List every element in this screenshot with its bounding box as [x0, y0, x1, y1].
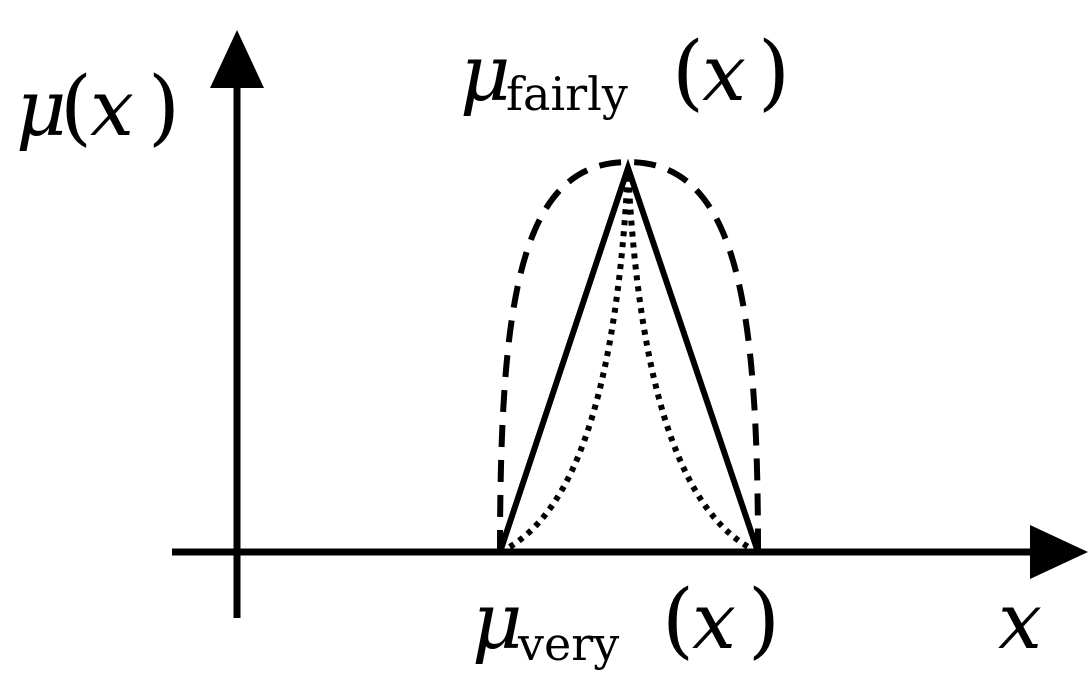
- very-label: μ very ( x ): [472, 573, 780, 671]
- x-axis-arrowhead: [1030, 525, 1088, 579]
- very-label-subscript: very: [517, 617, 619, 671]
- y-axis-arrowhead: [210, 30, 264, 88]
- y-axis-label-close-paren: ): [148, 60, 180, 155]
- fairly-label-close-paren: ): [758, 25, 790, 120]
- fairly-membership-curve: [497, 158, 761, 553]
- very-label-open-paren: (: [662, 573, 694, 668]
- very-membership-curve: [498, 167, 760, 555]
- fairly-label-symbol: μ: [460, 29, 511, 119]
- very-label-var: x: [692, 577, 736, 667]
- y-axis-label-symbol: μ: [16, 64, 67, 154]
- x-axis-label: x: [998, 577, 1042, 667]
- y-axis-label-var: x: [90, 64, 134, 154]
- fairly-label: μ fairly ( x ): [460, 25, 790, 121]
- fairly-label-subscript: fairly: [506, 67, 628, 121]
- fairly-label-open-paren: (: [672, 25, 704, 120]
- fairly-label-var: x: [702, 29, 746, 119]
- very-label-close-paren: ): [748, 573, 780, 668]
- y-axis-label: μ ( x ): [16, 60, 180, 155]
- y-axis-label-open-paren: (: [60, 60, 92, 155]
- very-label-symbol: μ: [472, 577, 523, 667]
